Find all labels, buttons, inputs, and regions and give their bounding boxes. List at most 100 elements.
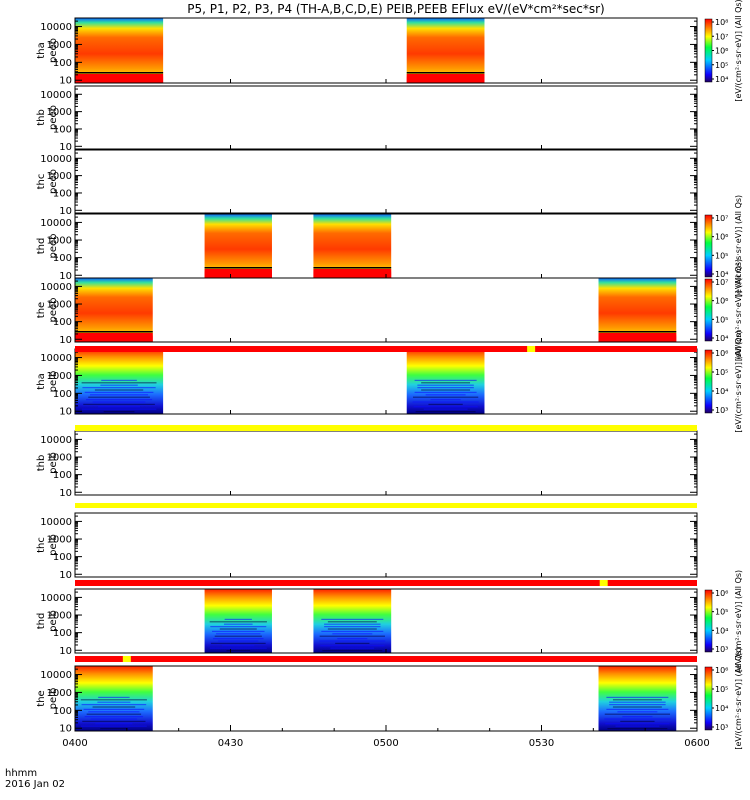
spacecraft-potential-line	[406, 72, 485, 74]
status-bar-thb-peib	[75, 503, 697, 508]
colorbar-tick-label: 10⁴	[715, 704, 728, 713]
speckle-row	[210, 642, 266, 644]
y-tick-label: 100	[53, 552, 72, 563]
x-tick-label: 0600	[684, 738, 709, 749]
speckle-row	[319, 640, 386, 642]
colorbar-tick-label: 10⁸	[715, 18, 728, 27]
panel-ylabel-line1: the	[36, 690, 47, 706]
colorbar-tick-label: 10⁴	[715, 334, 728, 343]
colorbar-tick-label: 10⁵	[715, 368, 728, 377]
y-tick-label: 10	[59, 407, 72, 418]
speckle-row	[425, 394, 466, 396]
low-energy-band	[598, 333, 677, 342]
panel-ylabel-line1: thb	[36, 109, 47, 126]
speckle-row	[423, 408, 468, 410]
speckle-row	[226, 650, 251, 652]
speckle-row	[83, 708, 145, 710]
y-tick-label: 1000	[47, 300, 72, 311]
panel-ylabel-line1: tha	[36, 42, 47, 58]
speckle-row	[322, 650, 383, 652]
panel-ylabel-line1: tha	[36, 373, 47, 389]
speckle-row	[81, 382, 157, 384]
y-tick-label: 10	[59, 646, 72, 657]
panel-thc-peeb: 10 100 1000 10000 thc peeb	[36, 149, 698, 217]
spectrogram-block	[204, 589, 272, 653]
speckle-row	[414, 391, 477, 393]
y-tick-label: 10000	[40, 154, 72, 165]
y-tick-label: 100	[53, 317, 72, 328]
spectrogram-block	[75, 666, 153, 731]
panel-frame	[74, 430, 698, 496]
speckle-row	[609, 704, 666, 706]
speckle-row	[82, 387, 156, 389]
y-tick-label: 1000	[47, 107, 72, 118]
speckle-row	[415, 411, 476, 413]
status-bar-marker	[599, 580, 608, 586]
y-tick-label: 1000	[47, 171, 72, 182]
colorbar-tick-label: 10⁴	[715, 75, 728, 84]
x-tick-label: 0430	[218, 738, 243, 749]
colorbar-tick-label: 10⁷	[715, 214, 728, 223]
y-tick-label: 1000	[47, 371, 72, 382]
colorbar-tick-label: 10⁴	[715, 270, 728, 279]
panel-ylabel-line2: peeb	[48, 234, 59, 259]
speckle-row	[97, 701, 131, 703]
colorbar-tick-label: 10³	[715, 723, 728, 732]
colorbar-tick-label: 10⁵	[715, 61, 728, 70]
colorbar-tick-label: 10⁶	[715, 233, 728, 242]
colorbar	[704, 666, 713, 731]
colorbar	[704, 278, 713, 342]
speckle-row	[212, 630, 265, 632]
low-energy-band	[75, 333, 153, 342]
panel-the-peeb: 10 100 1000 10000 the peeb 10⁴ 10⁵ 10⁶ 10⁷ [eV/(cm…	[36, 259, 743, 361]
y-tick-label: 10000	[40, 282, 72, 293]
status-bar-marker	[122, 656, 131, 662]
y-tick-label: 100	[53, 706, 72, 717]
panel-thd-peib: 10 100 1000 10000 thd peib 10³ 10⁴ 10⁵ 10⁶ [eV/(cm…	[36, 570, 743, 672]
colorbar-label: [eV/(cm²·s·sr·eV)] (All Qs)	[734, 195, 743, 297]
y-tick-label: 10000	[40, 435, 72, 446]
speckle-row	[98, 406, 141, 408]
y-tick-label: 1000	[47, 40, 72, 51]
colorbar-label: [eV/(cm²·s·sr·eV)] (All Qs)	[734, 570, 743, 672]
colorbar-tick-label: 10⁶	[715, 666, 728, 675]
speckle-row	[412, 396, 479, 398]
speckle-row	[80, 699, 147, 701]
panel-ylabel-line2: peib	[48, 610, 59, 632]
speckle-row	[219, 628, 257, 630]
panel-frame	[74, 149, 698, 214]
status-bars-group	[75, 346, 697, 662]
panel-ylabel-line2: peeb	[48, 169, 59, 194]
speckle-row	[95, 723, 133, 725]
y-tick-label: 10000	[40, 593, 72, 604]
speckle-row	[612, 699, 662, 701]
panel-ylabel-line2: peib	[48, 371, 59, 393]
colorbar-tick-label: 10⁵	[715, 685, 728, 694]
speckle-row	[413, 406, 478, 408]
panel-ylabel-line2: peeb	[48, 105, 59, 130]
low-energy-band	[406, 74, 485, 83]
speckle-row	[90, 394, 149, 396]
speckle-row	[92, 401, 146, 403]
speckle-row	[88, 711, 140, 713]
spectrogram-block	[598, 666, 677, 731]
colorbar-tick-label: 10⁷	[715, 278, 728, 287]
x-axis: 0400 0430 0500 0530 0600	[62, 725, 710, 749]
panel-ylabel-line1: thd	[36, 238, 47, 255]
speckle-row	[335, 642, 370, 644]
y-tick-label: 100	[53, 58, 72, 69]
speckle-row	[414, 379, 477, 381]
spectrogram-block	[313, 589, 392, 653]
y-tick-label: 10	[59, 206, 72, 217]
y-tick-label: 10	[59, 271, 72, 282]
panel-ylabel-line1: thd	[36, 613, 47, 630]
spacecraft-potential-line	[204, 267, 272, 269]
speckle-row	[617, 711, 658, 713]
y-tick-label: 10	[59, 488, 72, 499]
y-tick-label: 1000	[47, 453, 72, 464]
colorbar	[704, 589, 713, 653]
y-tick-label: 10	[59, 142, 72, 153]
speckle-row	[324, 626, 381, 628]
speckle-row	[88, 396, 150, 398]
speckle-row	[82, 720, 146, 722]
